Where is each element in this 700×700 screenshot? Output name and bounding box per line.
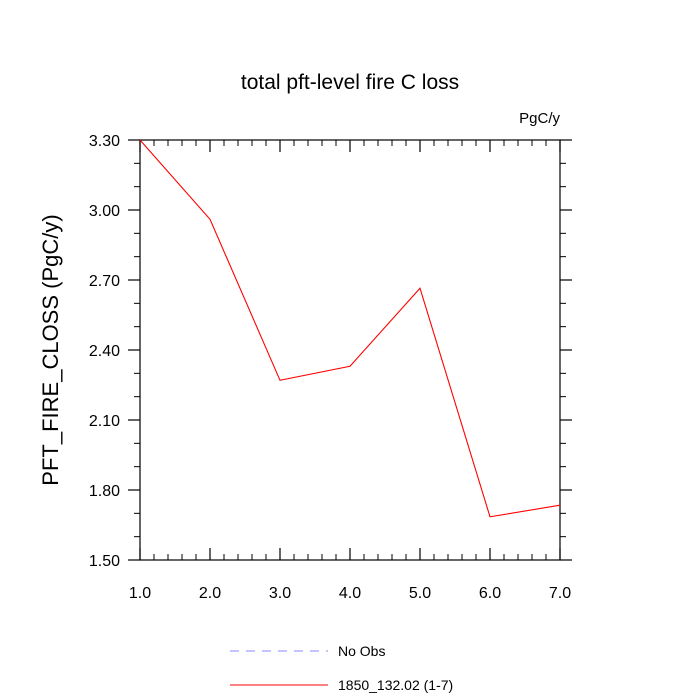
chart-title: total pft-level fire C loss <box>241 71 459 94</box>
series-lines <box>139 139 561 518</box>
legend: No Obs 1850_132.02 (1-7) <box>230 643 453 693</box>
x-tick-label: 5.0 <box>409 585 431 602</box>
axis-tick-labels: 1.0 2.0 3.0 4.0 5.0 6.0 7.0 1.50 1.80 2.10 2.40 2.7… <box>89 133 571 602</box>
x-tick-label: 1.0 <box>129 585 151 602</box>
x-tick-label: 4.0 <box>339 585 361 602</box>
x-tick-label: 2.0 <box>199 585 221 602</box>
y-axis-label: PFT_FIRE_CLOSS (PgC/y) <box>38 214 63 485</box>
y-tick-label: 3.00 <box>89 203 120 220</box>
legend-label: No Obs <box>338 643 385 659</box>
plot-frame <box>139 139 561 561</box>
axis-ticks <box>128 139 572 561</box>
y-tick-label: 1.80 <box>89 483 120 500</box>
legend-label: 1850_132.02 (1-7) <box>338 677 453 693</box>
y-tick-label: 2.40 <box>89 343 120 360</box>
series-line <box>139 139 561 518</box>
y-tick-label: 2.10 <box>89 413 120 430</box>
y-tick-label: 1.50 <box>89 553 120 570</box>
y-tick-label: 3.30 <box>89 133 120 150</box>
x-tick-label: 7.0 <box>549 585 571 602</box>
x-tick-label: 3.0 <box>269 585 291 602</box>
x-tick-label: 6.0 <box>479 585 501 602</box>
units-label: PgC/y <box>519 110 560 127</box>
y-tick-label: 2.70 <box>89 273 120 290</box>
